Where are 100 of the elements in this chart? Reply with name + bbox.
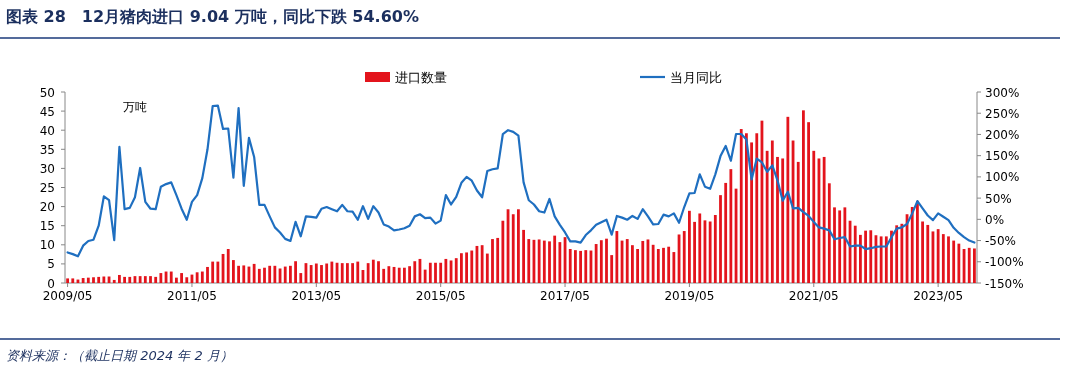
bar [947,236,950,283]
bar [724,182,728,283]
bar [802,110,805,283]
bar [237,265,240,283]
bar [382,268,386,283]
bar [895,225,899,283]
y2-tick-label: 300% [985,85,1020,100]
bar [796,161,800,283]
bar [102,276,106,283]
bar [257,268,261,283]
bar [434,262,437,283]
bar [698,213,702,283]
x-tick-label: 2017/05 [540,289,590,303]
x-tick-label: 2011/05 [167,289,217,303]
y-tick-label: 5 [47,257,55,272]
bar [713,215,717,283]
bar [289,265,292,283]
bar [708,221,712,283]
bar [470,250,474,283]
bar [765,150,769,283]
bar [232,260,235,283]
bar [356,261,360,283]
bar [745,133,748,283]
bar [320,265,323,283]
bar [216,261,220,283]
y2-tick-label: 50% [985,191,1012,206]
bar [869,230,873,283]
bar [910,206,914,283]
bar [693,221,696,283]
y-tick-label: 20 [39,200,55,215]
bar [314,263,318,283]
bar [149,276,152,283]
bar [822,156,826,283]
y-tick-label: 35 [39,142,55,157]
bar [786,116,790,283]
y-tick-label: 15 [39,219,55,234]
bar [941,234,945,283]
y-axis-title: 万吨 [123,100,147,114]
bar [859,234,862,283]
bar [154,276,158,283]
bar [594,244,598,283]
bar [211,261,215,283]
y-tick-label: 40 [39,123,55,138]
bar [206,266,209,283]
bar [750,142,753,283]
bar [86,277,90,283]
y2-tick-label: 150% [985,149,1020,164]
bar [890,230,893,283]
bar [439,262,443,283]
bar [460,253,463,283]
bar [226,249,230,283]
bar [517,209,520,283]
bar [423,269,427,283]
bar [81,278,85,283]
bar [299,273,303,283]
bar [926,224,930,283]
bar [485,253,489,283]
bar [325,263,329,283]
bar [169,271,173,283]
bar [879,236,883,283]
x-tick-label: 2021/05 [788,289,839,303]
bar [444,258,448,283]
bar [118,274,121,283]
text: 资料来源：（截止日期 2024 年 2 月） [6,348,233,363]
bar [294,261,297,283]
bar [195,272,199,283]
bar [853,225,857,283]
y2-tick-label: 250% [985,106,1020,121]
bar [66,278,69,283]
bar [579,250,582,283]
bar [807,122,810,283]
bar [739,129,743,283]
bar [309,265,313,283]
bar [501,220,505,283]
bar [465,252,468,283]
bar [776,156,779,283]
y-tick-label: 30 [39,161,55,176]
y-tick-label: 10 [39,238,55,253]
bar [900,223,904,283]
bar [71,278,75,283]
bar [128,276,132,283]
bar [827,183,831,283]
bar [491,239,494,283]
bar [366,263,370,283]
x-tick-label: 2013/05 [291,289,342,303]
bar [574,250,577,283]
bar [527,239,531,283]
y-tick-label: 0 [47,276,55,291]
bar [631,245,634,283]
bar [185,277,189,283]
bar [92,277,95,283]
bar [159,273,163,283]
x-tick-label: 2019/05 [664,289,715,303]
x-tick-label: 2009/05 [42,289,93,303]
bar [273,265,277,283]
bar [408,266,411,283]
bar [770,140,774,283]
bar [833,207,836,283]
bar [967,247,971,283]
bar [719,195,722,283]
